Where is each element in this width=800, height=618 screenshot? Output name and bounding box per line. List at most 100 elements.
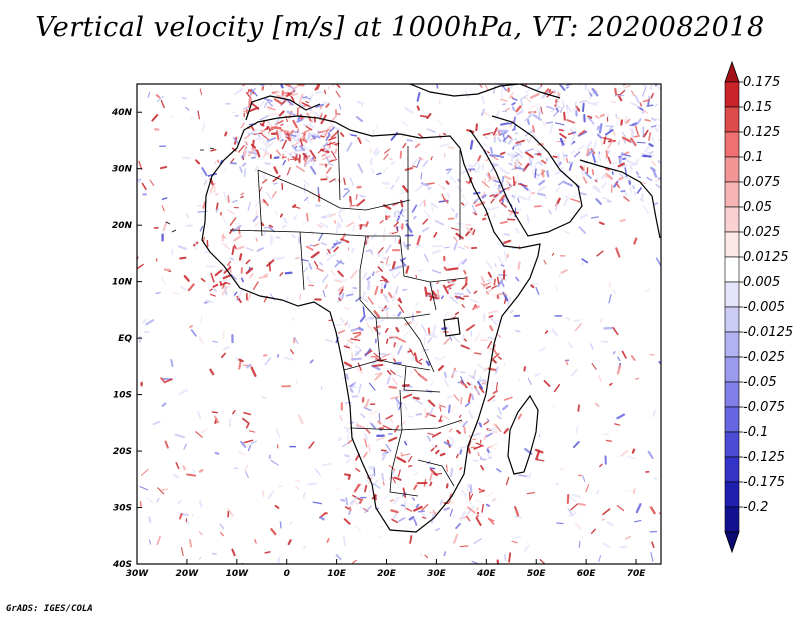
velocity-streak: [381, 353, 391, 358]
velocity-streak: [487, 310, 499, 314]
velocity-streak: [335, 487, 342, 491]
velocity-streak: [456, 222, 463, 225]
velocity-streak: [232, 137, 240, 145]
velocity-streak: [604, 173, 608, 179]
velocity-streak: [245, 247, 255, 252]
islands: [165, 147, 215, 233]
velocity-streak: [642, 154, 652, 158]
velocity-streak: [378, 358, 387, 362]
velocity-streak: [472, 459, 479, 463]
velocity-streak: [383, 227, 386, 234]
colorbar-swatch: [724, 156, 740, 183]
velocity-streak: [597, 67, 599, 76]
velocity-streak: [427, 337, 433, 344]
velocity-streak: [641, 87, 647, 97]
velocity-streak: [294, 75, 299, 80]
velocity-streak: [319, 261, 323, 266]
velocity-streak: [390, 184, 395, 190]
velocity-streak: [171, 291, 180, 295]
velocity-streak: [248, 430, 256, 433]
velocity-streak: [641, 84, 648, 89]
velocity-streak: [327, 248, 331, 254]
velocity-streak: [262, 140, 265, 144]
velocity-streak: [548, 209, 552, 215]
velocity-streak: [447, 146, 455, 150]
velocity-streak: [350, 338, 361, 342]
velocity-streak: [500, 122, 510, 126]
velocity-streak: [582, 102, 585, 113]
velocity-streak: [601, 182, 607, 189]
velocity-streak: [446, 395, 453, 399]
velocity-streak: [532, 125, 535, 133]
velocity-streak: [346, 434, 350, 443]
velocity-streak: [485, 285, 491, 290]
velocity-streak: [599, 318, 603, 323]
velocity-streak: [648, 143, 654, 148]
velocity-streak: [442, 284, 449, 295]
velocity-streak: [293, 205, 301, 209]
velocity-streak: [200, 277, 206, 283]
velocity-streak: [396, 374, 403, 378]
velocity-streak: [615, 116, 621, 120]
velocity-streak: [374, 150, 381, 156]
velocity-streak: [629, 64, 630, 68]
velocity-streak: [279, 94, 284, 99]
velocity-streak: [147, 91, 151, 98]
velocity-streak: [344, 454, 350, 458]
velocity-streak: [540, 75, 542, 77]
velocity-streak: [481, 503, 484, 513]
velocity-streak: [454, 295, 465, 300]
velocity-streak: [306, 245, 314, 251]
velocity-streak: [303, 545, 307, 550]
velocity-streak: [483, 80, 491, 82]
velocity-streak: [232, 199, 238, 203]
velocity-streak: [249, 273, 254, 279]
velocity-streak: [450, 297, 459, 304]
velocity-streak: [492, 348, 499, 357]
velocity-streak: [244, 72, 247, 77]
velocity-streak: [432, 509, 437, 516]
velocity-streak: [577, 144, 585, 151]
velocity-streak: [579, 100, 588, 103]
velocity-streak: [342, 189, 350, 198]
velocity-streak: [415, 302, 419, 307]
velocity-streak: [320, 65, 321, 71]
velocity-streak: [455, 522, 461, 530]
velocity-streak: [180, 285, 187, 291]
velocity-streak: [397, 469, 401, 478]
velocity-streak: [369, 382, 376, 391]
velocity-streak: [597, 155, 602, 162]
velocity-streak: [240, 277, 244, 283]
velocity-streak: [511, 540, 518, 544]
velocity-streak: [414, 398, 423, 405]
velocity-streak: [609, 126, 613, 132]
velocity-streak: [365, 221, 369, 227]
velocity-streak: [323, 84, 326, 85]
velocity-streak: [248, 106, 259, 113]
velocity-streak: [359, 224, 363, 230]
velocity-streak: [381, 305, 388, 312]
velocity-streak: [287, 86, 294, 94]
velocity-streak: [445, 282, 455, 289]
velocity-streak: [515, 227, 520, 234]
velocity-streak: [572, 64, 578, 68]
velocity-streak: [506, 296, 511, 307]
velocity-streak: [508, 162, 513, 166]
velocity-streak: [250, 366, 257, 377]
velocity-streak: [350, 134, 358, 137]
velocity-streak: [477, 452, 480, 457]
velocity-streak: [404, 106, 414, 114]
velocity-streak: [402, 143, 407, 149]
velocity-streak: [348, 506, 352, 512]
velocity-streak: [364, 438, 368, 448]
velocity-streak: [487, 176, 496, 182]
velocity-streak: [618, 151, 624, 163]
velocity-streak: [611, 171, 614, 175]
velocity-streak: [311, 73, 313, 77]
velocity-streak: [412, 158, 418, 166]
velocity-streak: [184, 106, 190, 111]
velocity-streak: [265, 143, 272, 146]
velocity-streak: [464, 402, 471, 408]
velocity-streak: [616, 504, 625, 512]
velocity-streak: [213, 415, 220, 424]
